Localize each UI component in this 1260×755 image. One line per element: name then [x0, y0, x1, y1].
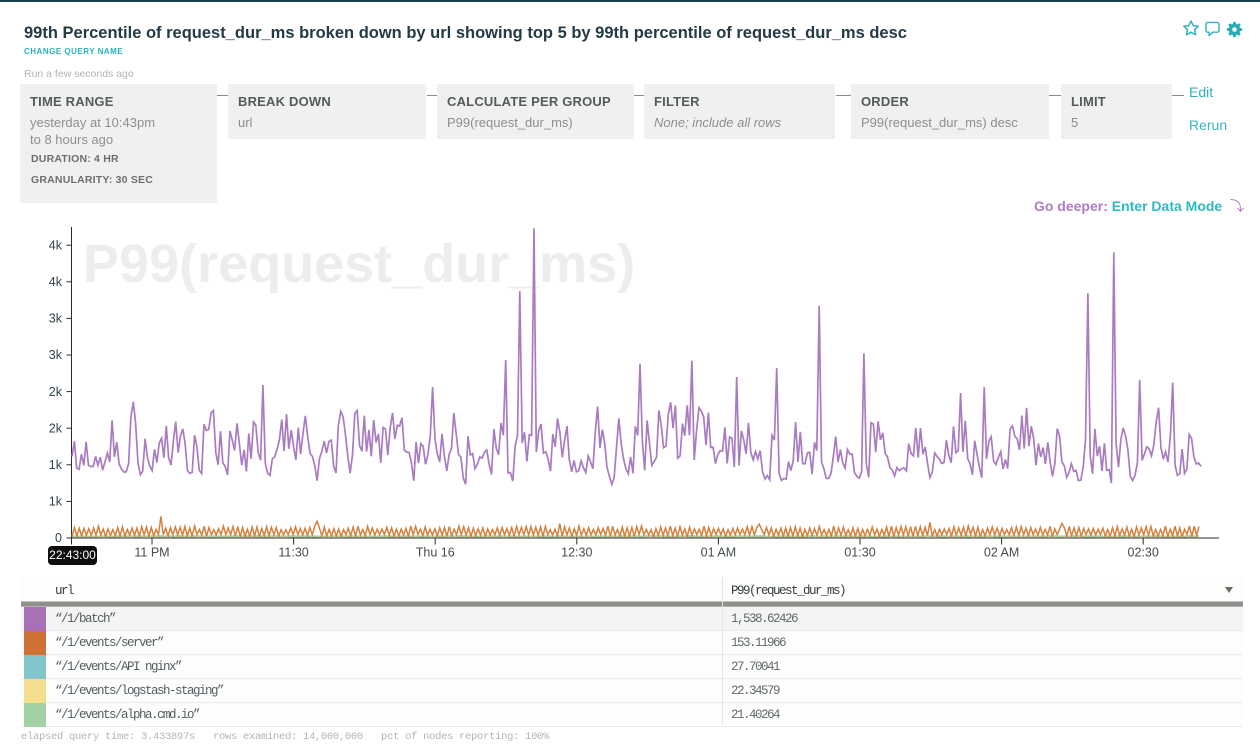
svg-text:1k: 1k	[49, 458, 63, 472]
svg-text:Thu 16: Thu 16	[416, 546, 455, 560]
svg-text:P99(request_dur_ms): P99(request_dur_ms)	[83, 234, 635, 294]
svg-text:3k: 3k	[49, 312, 63, 326]
svg-text:1k: 1k	[49, 495, 63, 509]
svg-text:11 PM: 11 PM	[134, 546, 169, 560]
svg-text:12:30: 12:30	[561, 546, 592, 560]
svg-text:2k: 2k	[49, 385, 63, 399]
svg-text:4k: 4k	[49, 275, 63, 289]
svg-text:3k: 3k	[49, 348, 63, 362]
svg-text:02 AM: 02 AM	[984, 546, 1019, 560]
svg-text:4k: 4k	[49, 238, 63, 252]
svg-text:11:30: 11:30	[278, 546, 308, 560]
svg-text:02:30: 02:30	[1128, 546, 1159, 560]
svg-text:2k: 2k	[49, 421, 63, 435]
svg-text:01:30: 01:30	[844, 546, 875, 560]
svg-text:0: 0	[55, 531, 62, 545]
svg-text:01 AM: 01 AM	[701, 546, 736, 560]
